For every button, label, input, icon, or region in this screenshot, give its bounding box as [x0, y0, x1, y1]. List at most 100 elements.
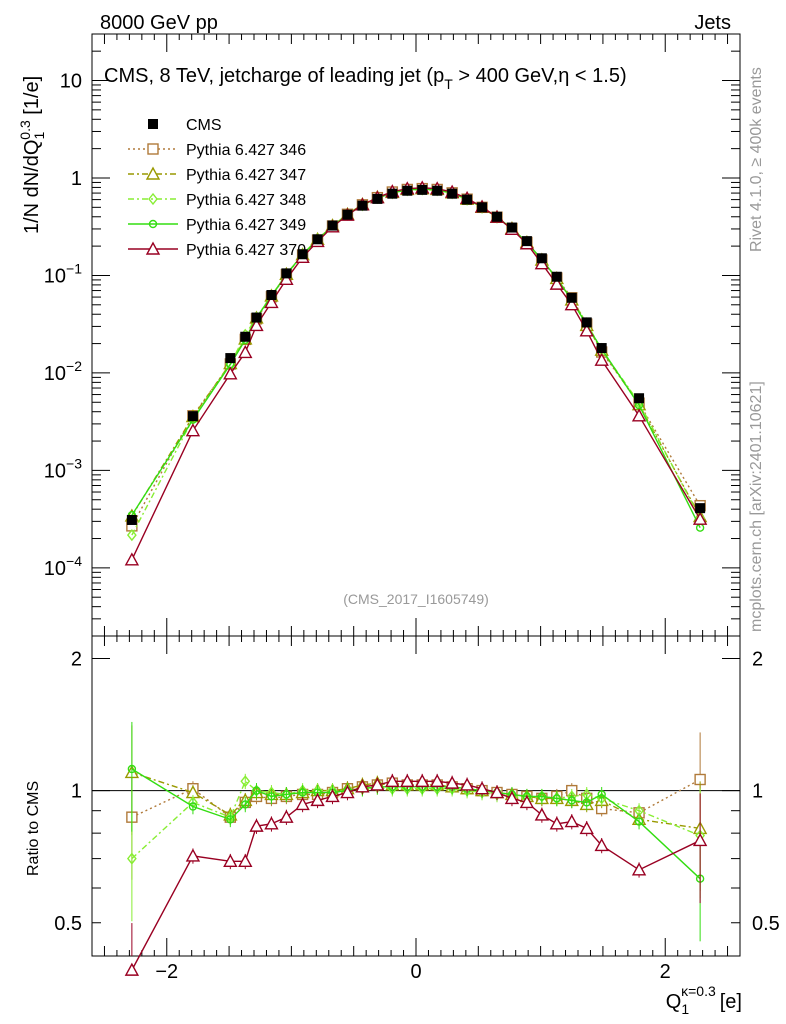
legend-label: Pythia 6.427 349	[186, 217, 306, 234]
ratio-point	[385, 773, 400, 788]
series-cms	[126, 184, 706, 525]
data-point	[327, 220, 338, 231]
ratio-point	[241, 800, 250, 809]
ratio-point	[325, 788, 340, 803]
ratio-line	[131, 780, 701, 860]
data-point	[266, 290, 277, 301]
ratio-point	[597, 790, 606, 799]
ratio-point	[534, 807, 550, 821]
legend: CMS Pythia 6.427 346 Pythia 6.427 347 Pythi…	[128, 117, 306, 259]
ratio-point	[489, 785, 505, 799]
series-pythia-6-427-348	[126, 183, 706, 922]
ratio-point	[579, 820, 594, 835]
data-point	[402, 185, 413, 196]
data-point	[417, 184, 428, 195]
chart-title: CMS, 8 TeV, jetcharge of leading jet (pT…	[104, 65, 627, 92]
data-point	[477, 202, 488, 213]
data-point	[312, 234, 323, 245]
ratio-point	[549, 816, 564, 830]
ratio-point	[279, 809, 294, 823]
series-pythia-6-427-346	[126, 182, 706, 880]
energy-label: 8000 GeV pp	[100, 12, 218, 34]
data-point	[631, 408, 647, 422]
data-point	[372, 193, 383, 204]
data-point	[447, 188, 458, 199]
ratio-point	[370, 777, 385, 791]
y-tick-label: 10−1	[44, 260, 82, 287]
ratio-point	[310, 792, 325, 807]
analysis-label: (CMS_2017_I1605749)	[343, 591, 489, 607]
ratio-point	[295, 796, 310, 811]
ratio-point	[124, 962, 140, 976]
data-series	[124, 180, 708, 976]
data-point	[281, 268, 292, 279]
ratio-point	[519, 794, 535, 809]
legend-entry: Pythia 6.427 370	[128, 241, 306, 259]
data-point	[506, 222, 517, 233]
category-label: Jets	[694, 12, 731, 34]
ratio-tick-label: 1	[71, 781, 82, 803]
data-point	[521, 236, 532, 247]
legend-entry: Pythia 6.427 349	[128, 217, 306, 234]
site-label: mcplots.cern.ch [arXiv:2401.10621]	[748, 381, 765, 632]
data-point	[594, 352, 609, 366]
data-point	[536, 253, 547, 264]
data-point	[695, 503, 706, 514]
ratio-point	[415, 773, 430, 788]
y-tick-label: 10−3	[44, 455, 82, 482]
ratio-point	[252, 786, 261, 795]
x-tick-label: 0	[410, 961, 421, 983]
ratio-tick-label: 2	[752, 648, 763, 670]
data-point	[223, 366, 238, 380]
ratio-point	[264, 816, 279, 830]
data-point	[240, 331, 251, 342]
data-point	[249, 317, 264, 332]
legend-marker	[145, 241, 161, 255]
legend-label: Pythia 6.427 348	[186, 192, 306, 209]
data-point	[251, 312, 262, 323]
ratio-point	[504, 790, 520, 805]
data-point	[596, 343, 607, 354]
data-point	[187, 411, 198, 422]
series-line	[131, 187, 701, 527]
data-point	[124, 552, 140, 566]
ratio-point	[226, 815, 235, 824]
data-point	[297, 249, 308, 260]
data-point	[279, 271, 294, 285]
ratio-point	[474, 781, 490, 795]
series-line	[131, 188, 701, 529]
ratio-point	[298, 788, 307, 797]
data-point	[564, 297, 579, 311]
data-point	[126, 514, 137, 525]
ratio-point	[126, 852, 137, 865]
legend-entry: Pythia 6.427 347	[128, 166, 306, 184]
ratio-point	[692, 832, 708, 847]
ratio-point	[631, 862, 647, 876]
series-pythia-6-427-370	[124, 180, 708, 976]
ratio-y-axis-label: Ratio to CMS	[25, 781, 42, 876]
ratio-tick-label: 0.5	[752, 913, 780, 935]
data-point	[579, 323, 594, 337]
legend-marker	[145, 166, 161, 180]
legend-entry: CMS	[148, 117, 222, 134]
ratio-point	[267, 792, 276, 801]
rivet-label: Rivet 4.1.0, ≥ 400k events	[748, 67, 765, 252]
series-pythia-6-427-347	[124, 181, 708, 892]
axis-ticks: −2 0 2 10−4 10−3 10−2 10−1 1 10 0.5 0.5 1 1 2 2	[44, 33, 780, 983]
ratio-tick-label: 0.5	[54, 913, 82, 935]
ratio-point	[188, 802, 198, 811]
legend-marker	[147, 143, 159, 155]
data-point	[126, 528, 137, 542]
x-tick-label: −2	[155, 961, 178, 983]
ratio-line	[131, 768, 701, 880]
data-point	[387, 188, 398, 199]
data-point	[432, 185, 443, 196]
ratio-point	[249, 818, 264, 832]
ratio-point	[282, 790, 291, 799]
ratio-point	[400, 773, 415, 788]
ratio-point	[582, 798, 591, 807]
ratio-point	[552, 794, 562, 803]
data-point	[185, 423, 201, 437]
legend-label: Pythia 6.427 346	[186, 142, 306, 159]
